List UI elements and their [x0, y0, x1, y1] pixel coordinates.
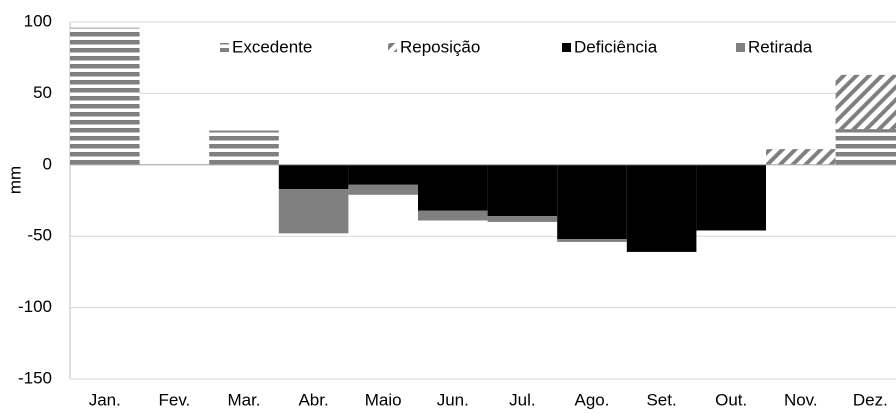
bar-segment [348, 164, 418, 185]
x-tick-label: Maio [365, 390, 402, 409]
bar-segment [835, 129, 896, 165]
x-tick-label: Out. [715, 390, 747, 409]
legend-label: Reposição [400, 37, 480, 56]
x-tick-label: Mar. [227, 390, 260, 409]
x-tick-label: Dez. [853, 390, 888, 409]
x-tick-label: Set. [646, 390, 676, 409]
legend-label: Excedente [232, 37, 312, 56]
bar-segment [348, 184, 418, 195]
x-tick-label: Abr. [298, 390, 328, 409]
bar-segment [626, 164, 697, 252]
y-axis-label: mm [5, 166, 24, 194]
bar-segment [278, 189, 349, 234]
bar-segment [278, 164, 349, 190]
x-tick-label: Jan. [89, 390, 121, 409]
bar-segment [209, 130, 279, 165]
bar-segment [487, 216, 558, 222]
bar-segment [766, 149, 836, 165]
y-tick-label: -50 [27, 226, 52, 245]
y-tick-label: 50 [33, 83, 52, 102]
y-tick-label: 100 [24, 11, 52, 30]
y-tick-label: -150 [18, 368, 52, 387]
x-tick-label: Jul. [509, 390, 535, 409]
bar-segment [557, 239, 627, 242]
bar-segment [418, 210, 488, 221]
x-tick-label: Nov. [784, 390, 818, 409]
legend-marker [388, 43, 397, 52]
legend-marker [220, 43, 229, 52]
bar-segment [835, 74, 896, 130]
legend-marker [736, 43, 745, 52]
legend-label: Retirada [748, 37, 813, 56]
x-tick-label: Jun. [437, 390, 469, 409]
legend-label: Deficiência [574, 37, 658, 56]
y-tick-label: -100 [18, 297, 52, 316]
bar-segment [557, 164, 627, 240]
y-tick-label: 0 [43, 154, 52, 173]
x-tick-label: Fev. [158, 390, 190, 409]
bar-segment [70, 27, 140, 165]
bar-segment [487, 164, 558, 217]
x-tick-label: Ago. [575, 390, 610, 409]
bar-segment [418, 164, 488, 211]
bar-segment [696, 164, 766, 231]
legend-marker [562, 43, 571, 52]
